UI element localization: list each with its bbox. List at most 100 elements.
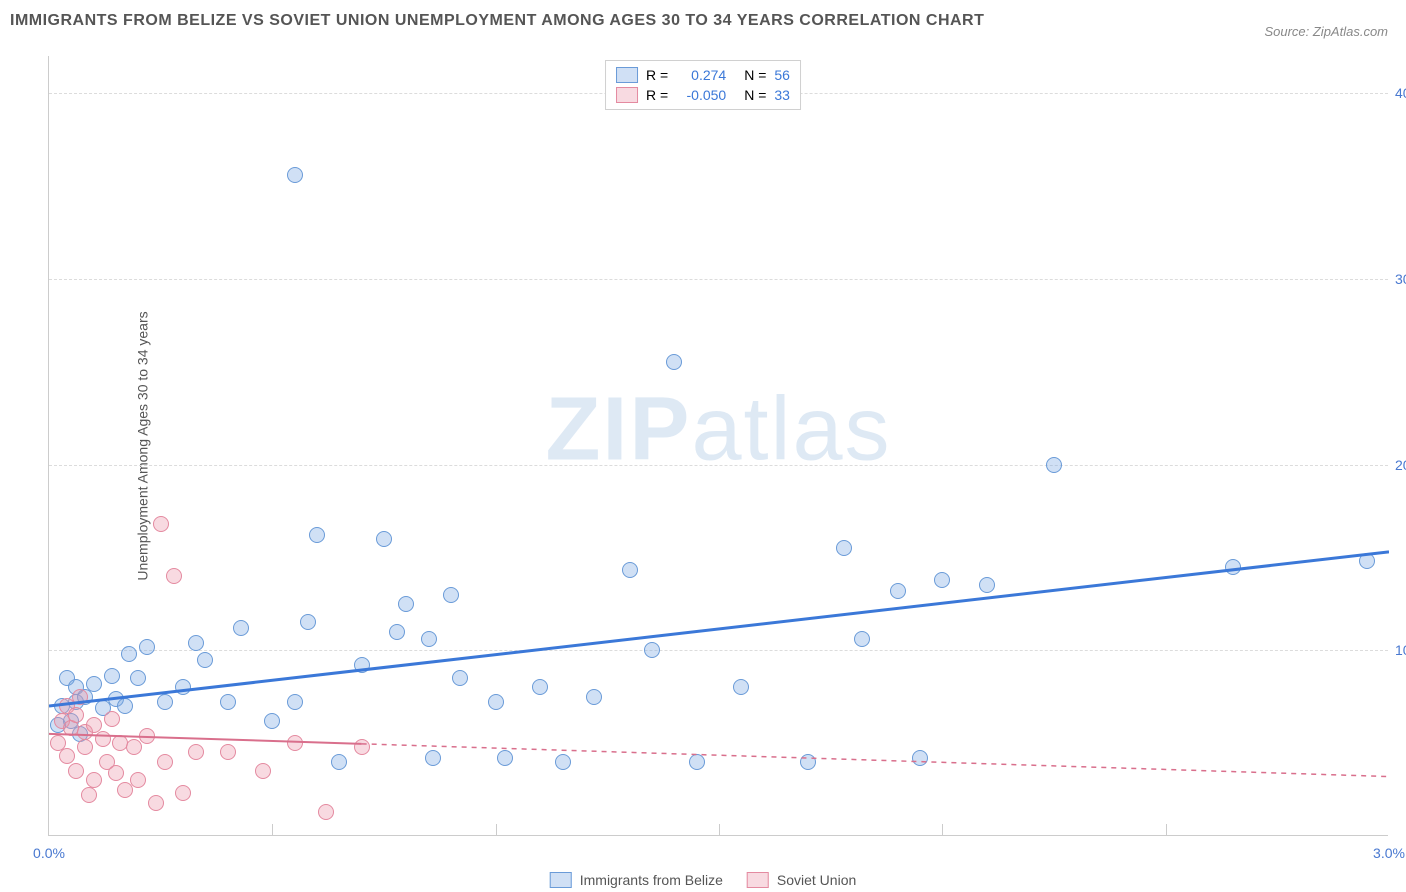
scatter-point: [1359, 553, 1375, 569]
scatter-point: [622, 562, 638, 578]
y-tick-label: 10.0%: [1395, 642, 1406, 658]
scatter-point: [139, 639, 155, 655]
scatter-point: [86, 717, 102, 733]
scatter-point: [81, 787, 97, 803]
scatter-point: [287, 735, 303, 751]
scatter-point: [157, 754, 173, 770]
scatter-point: [104, 711, 120, 727]
scatter-point: [934, 572, 950, 588]
scatter-point: [733, 679, 749, 695]
gridline-h: [49, 650, 1388, 651]
n-value: 33: [774, 87, 790, 103]
scatter-point: [188, 635, 204, 651]
scatter-point: [497, 750, 513, 766]
scatter-point: [354, 657, 370, 673]
y-tick-label: 40.0%: [1395, 85, 1406, 101]
scatter-point: [139, 728, 155, 744]
scatter-point: [836, 540, 852, 556]
y-tick-label: 20.0%: [1395, 457, 1406, 473]
scatter-point: [331, 754, 347, 770]
scatter-point: [148, 795, 164, 811]
scatter-point: [532, 679, 548, 695]
scatter-point: [1046, 457, 1062, 473]
scatter-point: [72, 689, 88, 705]
n-label: N =: [744, 87, 766, 103]
scatter-point: [126, 739, 142, 755]
scatter-point: [197, 652, 213, 668]
scatter-point: [68, 707, 84, 723]
scatter-point: [287, 167, 303, 183]
scatter-point: [488, 694, 504, 710]
r-label: R =: [646, 87, 668, 103]
legend-row: R = -0.050 N = 33: [616, 85, 790, 105]
scatter-point: [86, 772, 102, 788]
x-tick-mark: [719, 824, 720, 836]
y-tick-label: 30.0%: [1395, 271, 1406, 287]
scatter-point: [264, 713, 280, 729]
scatter-point: [130, 670, 146, 686]
scatter-point: [77, 739, 93, 755]
scatter-point: [452, 670, 468, 686]
scatter-point: [421, 631, 437, 647]
correlation-legend: R = 0.274 N = 56 R = -0.050 N = 33: [605, 60, 801, 110]
scatter-point: [175, 679, 191, 695]
n-value: 56: [774, 67, 790, 83]
scatter-point: [59, 748, 75, 764]
scatter-point: [666, 354, 682, 370]
scatter-point: [153, 516, 169, 532]
legend-swatch: [550, 872, 572, 888]
legend-label: Soviet Union: [777, 872, 856, 888]
scatter-point: [108, 765, 124, 781]
scatter-point: [95, 731, 111, 747]
scatter-point: [121, 646, 137, 662]
scatter-point: [318, 804, 334, 820]
legend-item: Immigrants from Belize: [550, 872, 723, 888]
chart-title: IMMIGRANTS FROM BELIZE VS SOVIET UNION U…: [10, 12, 984, 30]
scatter-point: [689, 754, 705, 770]
scatter-point: [68, 763, 84, 779]
scatter-point: [309, 527, 325, 543]
scatter-point: [376, 531, 392, 547]
scatter-point: [233, 620, 249, 636]
n-label: N =: [744, 67, 766, 83]
r-value: 0.274: [676, 67, 726, 83]
legend-swatch: [747, 872, 769, 888]
gridline-h: [49, 279, 1388, 280]
scatter-point: [586, 689, 602, 705]
scatter-point: [912, 750, 928, 766]
scatter-point: [86, 676, 102, 692]
legend-swatch: [616, 67, 638, 83]
scatter-point: [166, 568, 182, 584]
scatter-point: [354, 739, 370, 755]
x-tick-label: 3.0%: [1373, 845, 1405, 861]
legend-label: Immigrants from Belize: [580, 872, 723, 888]
x-tick-mark: [496, 824, 497, 836]
scatter-point: [1225, 559, 1241, 575]
plot-area: ZIPatlas 10.0%20.0%30.0%40.0%0.0%3.0%: [48, 56, 1388, 836]
scatter-point: [287, 694, 303, 710]
scatter-point: [300, 614, 316, 630]
source-label: Source: ZipAtlas.com: [1264, 24, 1388, 39]
scatter-point: [220, 744, 236, 760]
legend-item: Soviet Union: [747, 872, 856, 888]
scatter-point: [555, 754, 571, 770]
scatter-point: [800, 754, 816, 770]
chart-container: IMMIGRANTS FROM BELIZE VS SOVIET UNION U…: [0, 0, 1406, 892]
series-legend: Immigrants from Belize Soviet Union: [550, 872, 857, 888]
x-tick-mark: [942, 824, 943, 836]
x-tick-mark: [1166, 824, 1167, 836]
scatter-point: [398, 596, 414, 612]
scatter-point: [854, 631, 870, 647]
legend-row: R = 0.274 N = 56: [616, 65, 790, 85]
r-value: -0.050: [676, 87, 726, 103]
scatter-point: [175, 785, 191, 801]
scatter-point: [644, 642, 660, 658]
scatter-point: [117, 698, 133, 714]
gridline-h: [49, 465, 1388, 466]
scatter-point: [255, 763, 271, 779]
scatter-point: [157, 694, 173, 710]
x-tick-mark: [272, 824, 273, 836]
scatter-point: [130, 772, 146, 788]
scatter-point: [220, 694, 236, 710]
r-label: R =: [646, 67, 668, 83]
